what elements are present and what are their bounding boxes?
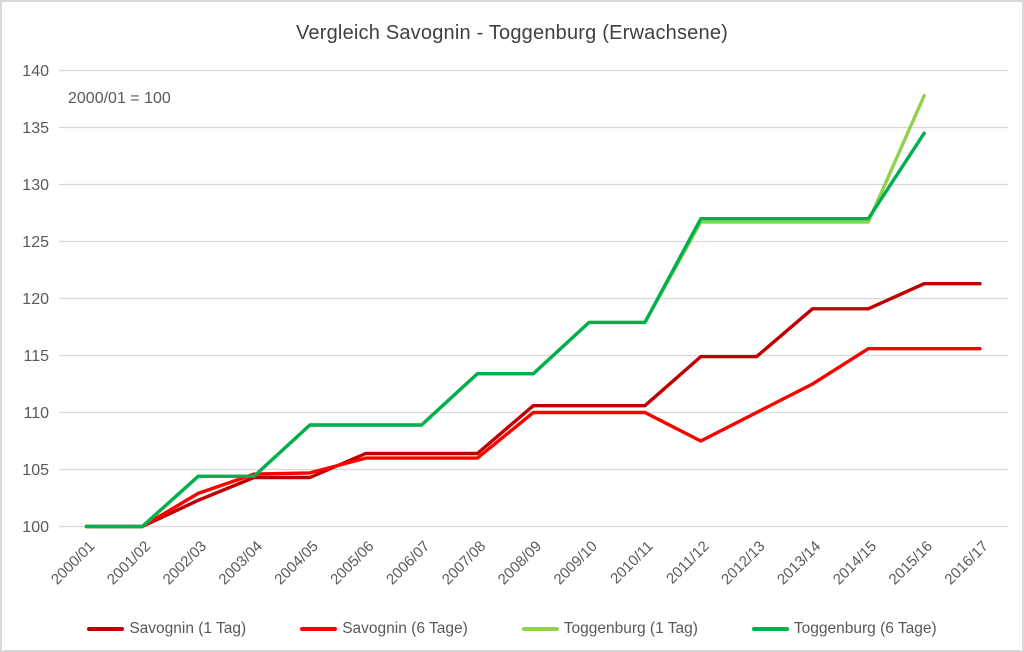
legend-line-swatch [751,627,789,631]
y-axis-tick-label: 135 [22,120,49,137]
x-axis-tick-label: 2011/12 [663,538,713,588]
x-axis-tick-label: 2015/16 [886,538,936,588]
y-axis-tick-label: 110 [23,405,49,422]
x-axis-tick-label: 2004/05 [271,538,321,588]
legend-label: Savognin (6 Tage) [342,620,468,637]
y-axis-tick-label: 120 [22,291,49,308]
legend-line-swatch [300,627,338,631]
legend-label: Savognin (1 Tag) [129,620,247,637]
y-axis-tick-label: 125 [22,234,49,251]
legend-label: Toggenburg (6 Tage) [793,620,937,637]
x-axis-tick-label: 2016/17 [941,538,991,588]
x-axis-tick-label: 2013/14 [774,538,824,588]
legend-item-toggenburg-1-tag: Toggenburg (1 Tag) [521,620,698,638]
series-line-toggenburg-6-tage [84,131,926,529]
x-axis-tick-label: 2006/07 [383,538,433,588]
axis-note: 2000/01 = 100 [68,90,171,107]
x-axis-tick-label: 2002/03 [160,538,210,588]
y-axis-tick-label: 130 [22,177,49,194]
x-axis-tick-label: 2012/13 [718,538,768,588]
x-axis-tick-label: 2003/04 [215,538,265,588]
x-axis-tick-label: 2010/11 [607,538,657,588]
legend-label: Toggenburg (1 Tag) [563,620,698,637]
legend-line-swatch [87,627,125,631]
x-axis-tick-label: 2005/06 [327,538,377,588]
legend-item-toggenburg-6-tage: Toggenburg (6 Tage) [751,620,937,638]
x-axis-tick-label: 2014/15 [830,538,880,588]
legend: Savognin (1 Tag) Savognin (6 Tage) Toggenb… [2,620,1022,638]
x-axis-tick-label: 2000/01 [48,538,98,588]
x-axis-tick-label: 2008/09 [495,538,545,588]
x-axis-tick-label: 2007/08 [439,538,489,588]
series-line-savognin-1-tag [84,282,982,529]
x-axis-tick-label: 2009/10 [551,538,601,588]
y-axis-tick-label: 115 [23,348,49,365]
y-axis-tick-label: 105 [22,462,49,479]
y-axis-tick-label: 100 [22,519,49,536]
series-line-savognin-6-tage [84,347,982,529]
legend-item-savognin-6-tage: Savognin (6 Tage) [300,620,468,638]
legend-line-swatch [521,627,559,631]
legend-item-savognin-1-tag: Savognin (1 Tag) [87,620,246,638]
x-axis-tick-label: 2001/02 [104,538,154,588]
series-line-toggenburg-1-tag [84,93,926,529]
y-axis-tick-label: 140 [22,63,49,80]
chart-title: Vergleich Savognin - Toggenburg (Erwachs… [295,22,729,44]
